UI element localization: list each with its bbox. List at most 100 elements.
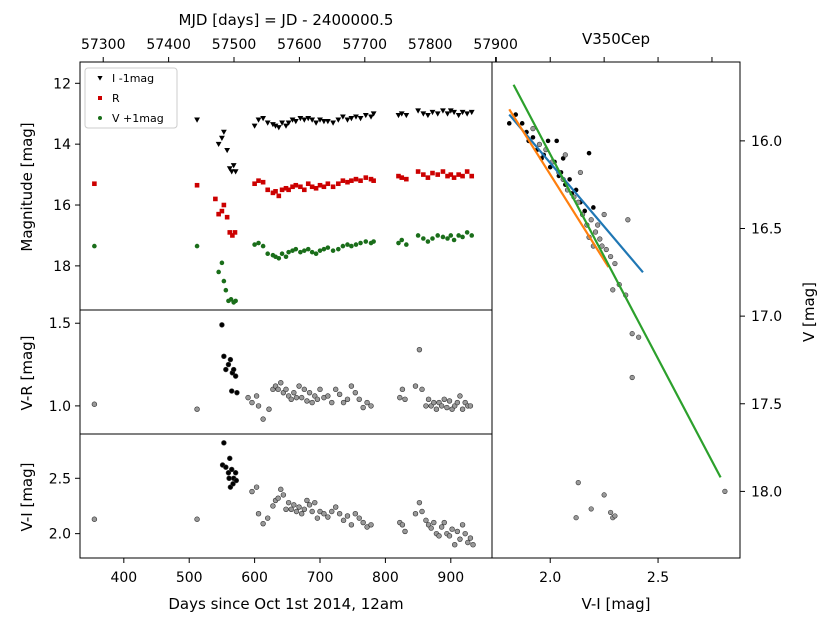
legend-label-r: R — [112, 92, 120, 105]
vi-point — [325, 514, 331, 520]
vr-point — [352, 389, 359, 396]
r-band-point — [425, 175, 431, 180]
i-band-point — [444, 111, 451, 117]
r-band-point — [421, 172, 426, 177]
cmd-point-gray — [577, 169, 584, 176]
vr-point — [344, 396, 351, 402]
i-band-point — [468, 109, 475, 116]
i-band-point — [362, 112, 369, 119]
i-band-point — [279, 120, 285, 126]
x-tick-label: 800 — [372, 570, 399, 586]
vi-panel-frame — [79, 433, 493, 559]
vr-point — [249, 399, 255, 406]
i-band-point — [357, 115, 364, 122]
vi-point — [368, 522, 374, 528]
vi-point — [298, 511, 305, 517]
top-x-tick-label: 57900 — [473, 37, 518, 53]
i-band-point — [317, 117, 323, 123]
vi-point-early — [225, 470, 232, 476]
cmd-point-gray — [625, 217, 631, 223]
r-band-point — [445, 173, 450, 179]
x-tick-label: 400 — [110, 570, 137, 586]
vr-point-early — [230, 366, 237, 373]
x-tick-label: 700 — [307, 570, 334, 586]
cmd-point-black — [586, 150, 592, 156]
r-band-point — [286, 187, 291, 193]
v-band-point — [279, 251, 285, 257]
vi-point — [452, 542, 458, 548]
vi-point — [91, 516, 98, 522]
vr-point — [356, 396, 362, 402]
vr-point — [91, 401, 98, 407]
vi-point — [270, 503, 276, 509]
vi-point — [441, 519, 447, 526]
r-band-point — [440, 169, 446, 174]
cmd-point-black — [506, 121, 512, 126]
vr-point — [266, 406, 272, 412]
vr-point — [278, 380, 284, 386]
v-band-point — [293, 246, 299, 252]
v-band-point — [265, 251, 270, 257]
i-band-point — [219, 135, 225, 141]
r-band-point — [336, 181, 341, 187]
i-band-point — [429, 109, 436, 116]
i-band-point — [344, 117, 351, 123]
vi-point — [360, 519, 366, 526]
vi-point — [249, 488, 255, 495]
i-band-point — [232, 169, 239, 175]
cmd-point-gray — [597, 236, 603, 242]
v-band-point — [92, 243, 97, 249]
cmd-panel-frame — [491, 61, 741, 559]
mag-ylabel: Magnitude [mag] — [18, 122, 36, 251]
v-band-point — [456, 233, 461, 238]
vr-point-early — [234, 389, 240, 396]
r-band-point — [260, 179, 266, 185]
v-band-point — [260, 243, 266, 249]
cmd-point-black — [547, 164, 553, 170]
i-band-point — [285, 120, 292, 126]
cmd-x-tick-label: 2.0 — [539, 570, 561, 586]
vr-point-early — [229, 388, 235, 394]
vr-point — [306, 389, 313, 396]
vr-point — [296, 383, 302, 389]
v-band-point — [469, 233, 475, 238]
i-band-point — [403, 112, 410, 119]
cmd-fit-lines — [508, 84, 722, 478]
vr-point — [304, 398, 310, 404]
v-band-point — [228, 297, 234, 302]
vr-y-tick-label: 1.0 — [49, 399, 71, 415]
vr-panel-frame — [79, 309, 493, 435]
cmd-title: V350Cep — [582, 30, 650, 48]
v-band-point — [396, 240, 401, 246]
r-band-point — [325, 181, 331, 187]
cmd-point-black — [519, 121, 525, 126]
r-band-point — [349, 178, 354, 183]
vi-point — [278, 486, 284, 493]
vi-point-early — [223, 464, 229, 470]
i-band-point — [339, 114, 346, 120]
vi-point — [329, 508, 335, 515]
v-band-point — [233, 298, 238, 304]
vr-point — [325, 393, 331, 399]
vr-point — [425, 396, 432, 402]
i-band-point — [451, 109, 457, 116]
vi-point — [291, 502, 297, 508]
cmd-point-gray — [536, 141, 543, 147]
r-band-point — [216, 211, 221, 217]
r-band-point — [464, 169, 470, 174]
cmd-point-gray — [612, 513, 618, 519]
v-band-point — [445, 236, 450, 241]
vr-point — [314, 396, 321, 402]
v-band-point — [221, 278, 227, 284]
v-band-point — [440, 234, 446, 240]
vr-point — [431, 399, 437, 406]
vi-point — [304, 497, 310, 504]
mag-y-tick-label: 12 — [53, 76, 71, 92]
cmd-points — [506, 112, 728, 521]
cmd-x-tick-label: 2.5 — [647, 570, 669, 586]
i-band-point — [420, 111, 427, 117]
vi-point — [296, 504, 302, 510]
vi-point — [402, 528, 408, 535]
v-band-point — [330, 248, 336, 253]
vr-y-tick-label: 1.5 — [49, 316, 71, 332]
